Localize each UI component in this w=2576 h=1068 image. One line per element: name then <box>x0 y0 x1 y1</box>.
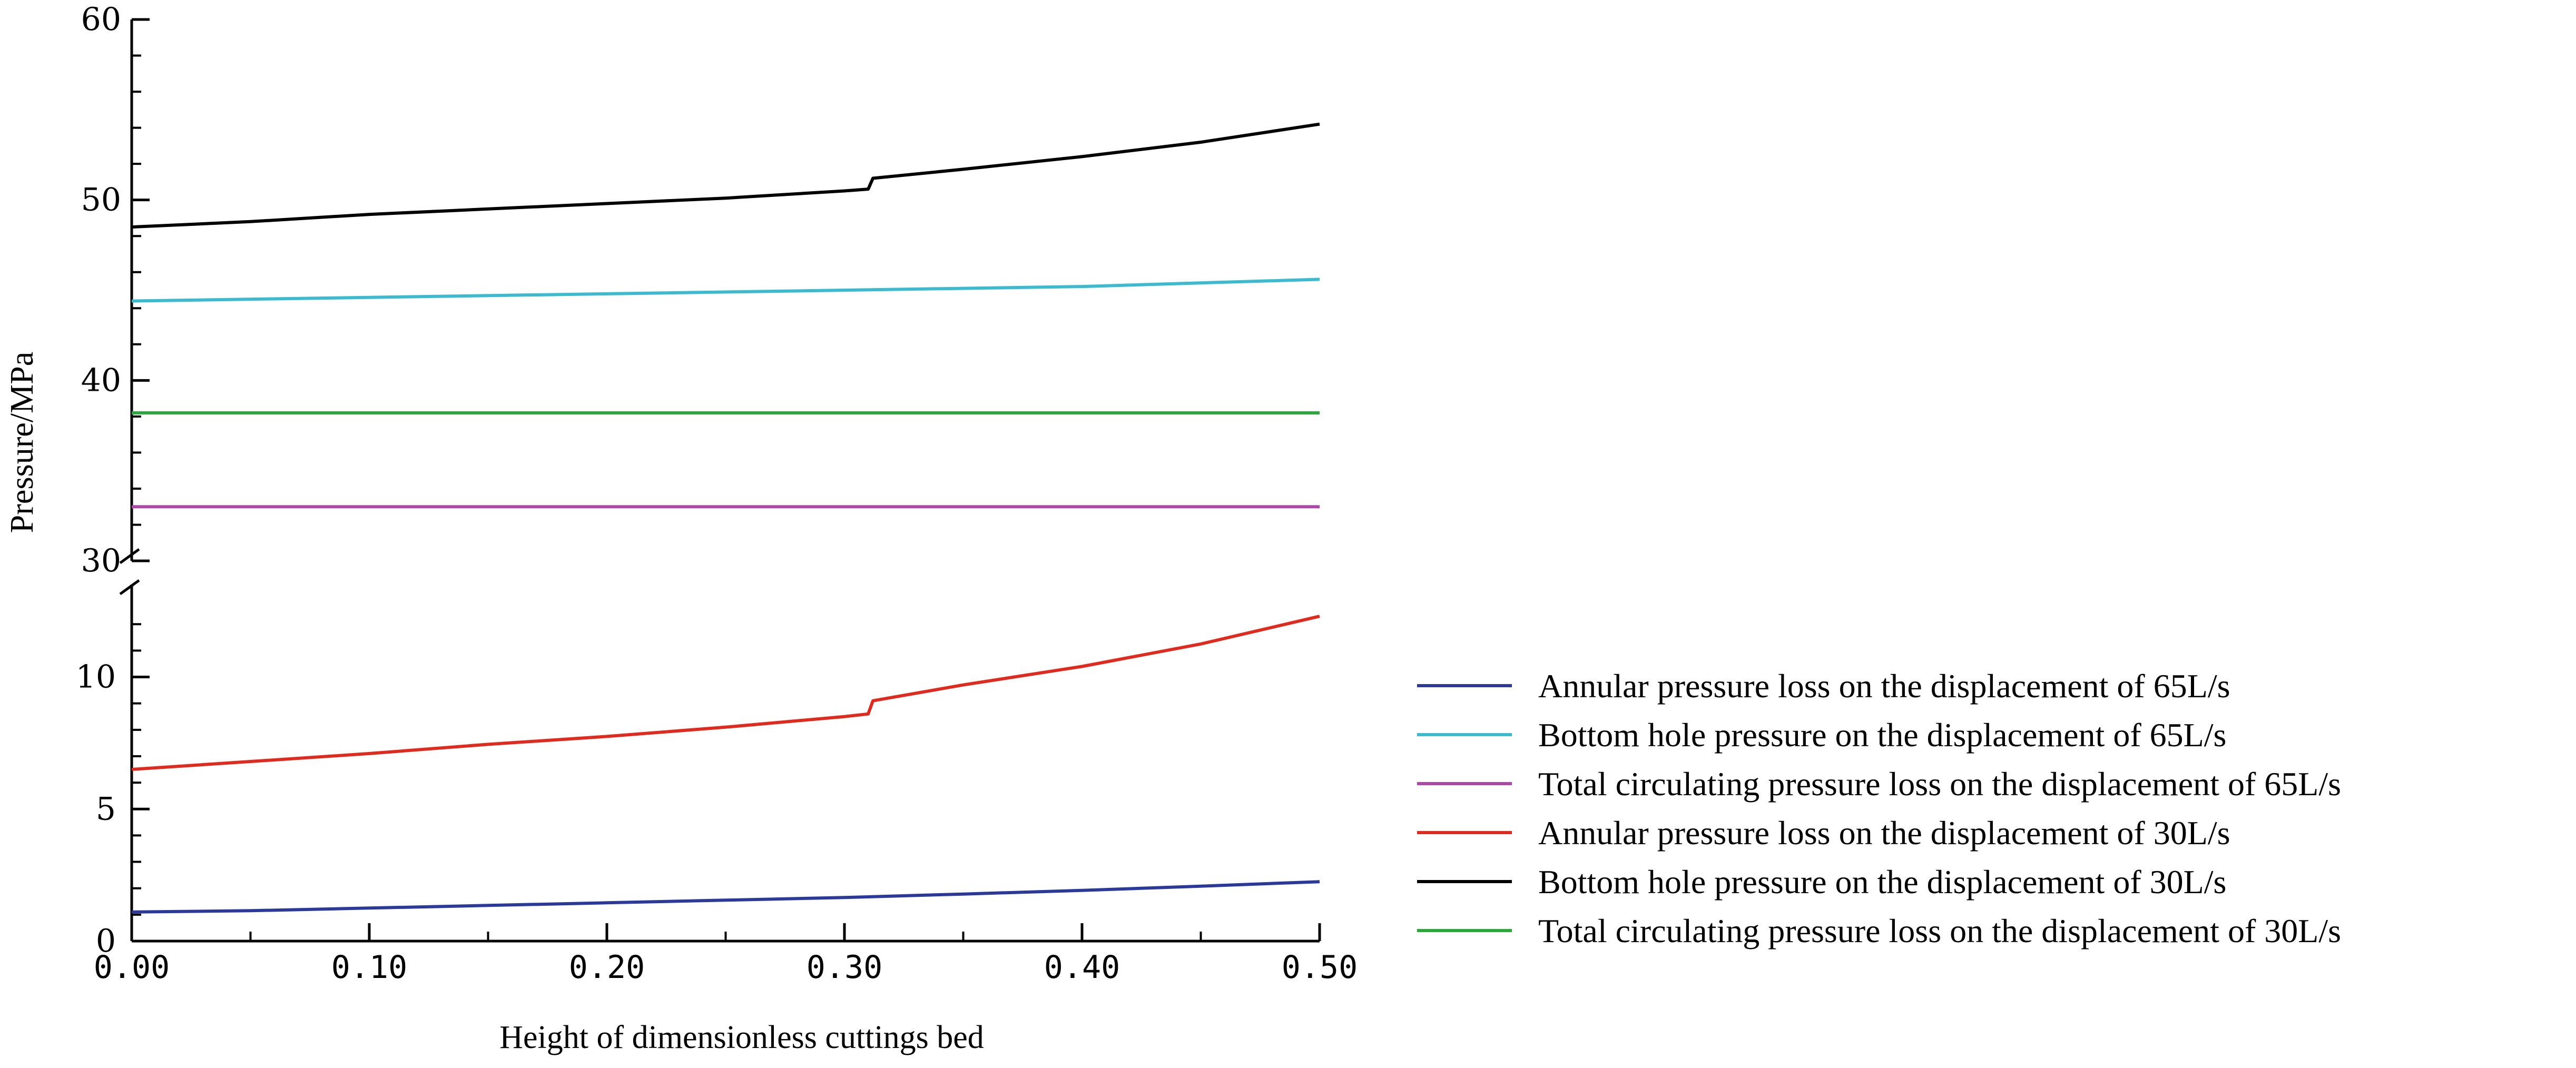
series-line <box>131 880 1320 914</box>
series-line <box>131 122 1320 229</box>
x-tick-label: 0.50 <box>1282 949 1358 986</box>
legend-label: Bottom hole pressure on the displacement… <box>1538 863 2226 901</box>
y-tick-label: 60 <box>81 1 121 38</box>
legend-label: Bottom hole pressure on the displacement… <box>1538 716 2226 754</box>
y-tick-label: 5 <box>96 790 116 827</box>
y-tick-label: 50 <box>81 182 121 219</box>
y-axis-title: Pressure/MPa <box>4 352 40 533</box>
y-tick-label: 10 <box>76 659 116 696</box>
axis-break-mark <box>119 548 140 565</box>
x-axis-title: Height of dimensionless cuttings bed <box>499 1020 984 1055</box>
axis-break-mark <box>119 579 140 596</box>
axes <box>119 18 1321 943</box>
x-tick-label: 0.20 <box>569 949 645 986</box>
tick-labels: 30 40 50 60 0 5 10 0.00 0.10 0.20 0.30 0.40 0.50 <box>76 1 1358 986</box>
legend: Annular pressure loss on the displacemen… <box>1417 667 2341 950</box>
y-tick-label: 30 <box>81 542 121 579</box>
x-tick-label: 0.40 <box>1044 949 1120 986</box>
series-group <box>131 122 1320 914</box>
legend-label: Total circulating pressure loss on the d… <box>1538 765 2341 803</box>
legend-label: Total circulating pressure loss on the d… <box>1538 912 2341 950</box>
y-tick-label: 0 <box>96 923 116 960</box>
x-tick-label: 0.10 <box>331 949 408 986</box>
legend-label: Annular pressure loss on the displacemen… <box>1538 814 2230 852</box>
x-tick-label: 0.30 <box>807 949 883 986</box>
y-tick-label: 40 <box>81 362 121 399</box>
legend-label: Annular pressure loss on the displacemen… <box>1538 667 2230 705</box>
series-line <box>131 615 1320 771</box>
x-tick-label: 0.00 <box>94 949 170 986</box>
series-line <box>131 278 1320 303</box>
